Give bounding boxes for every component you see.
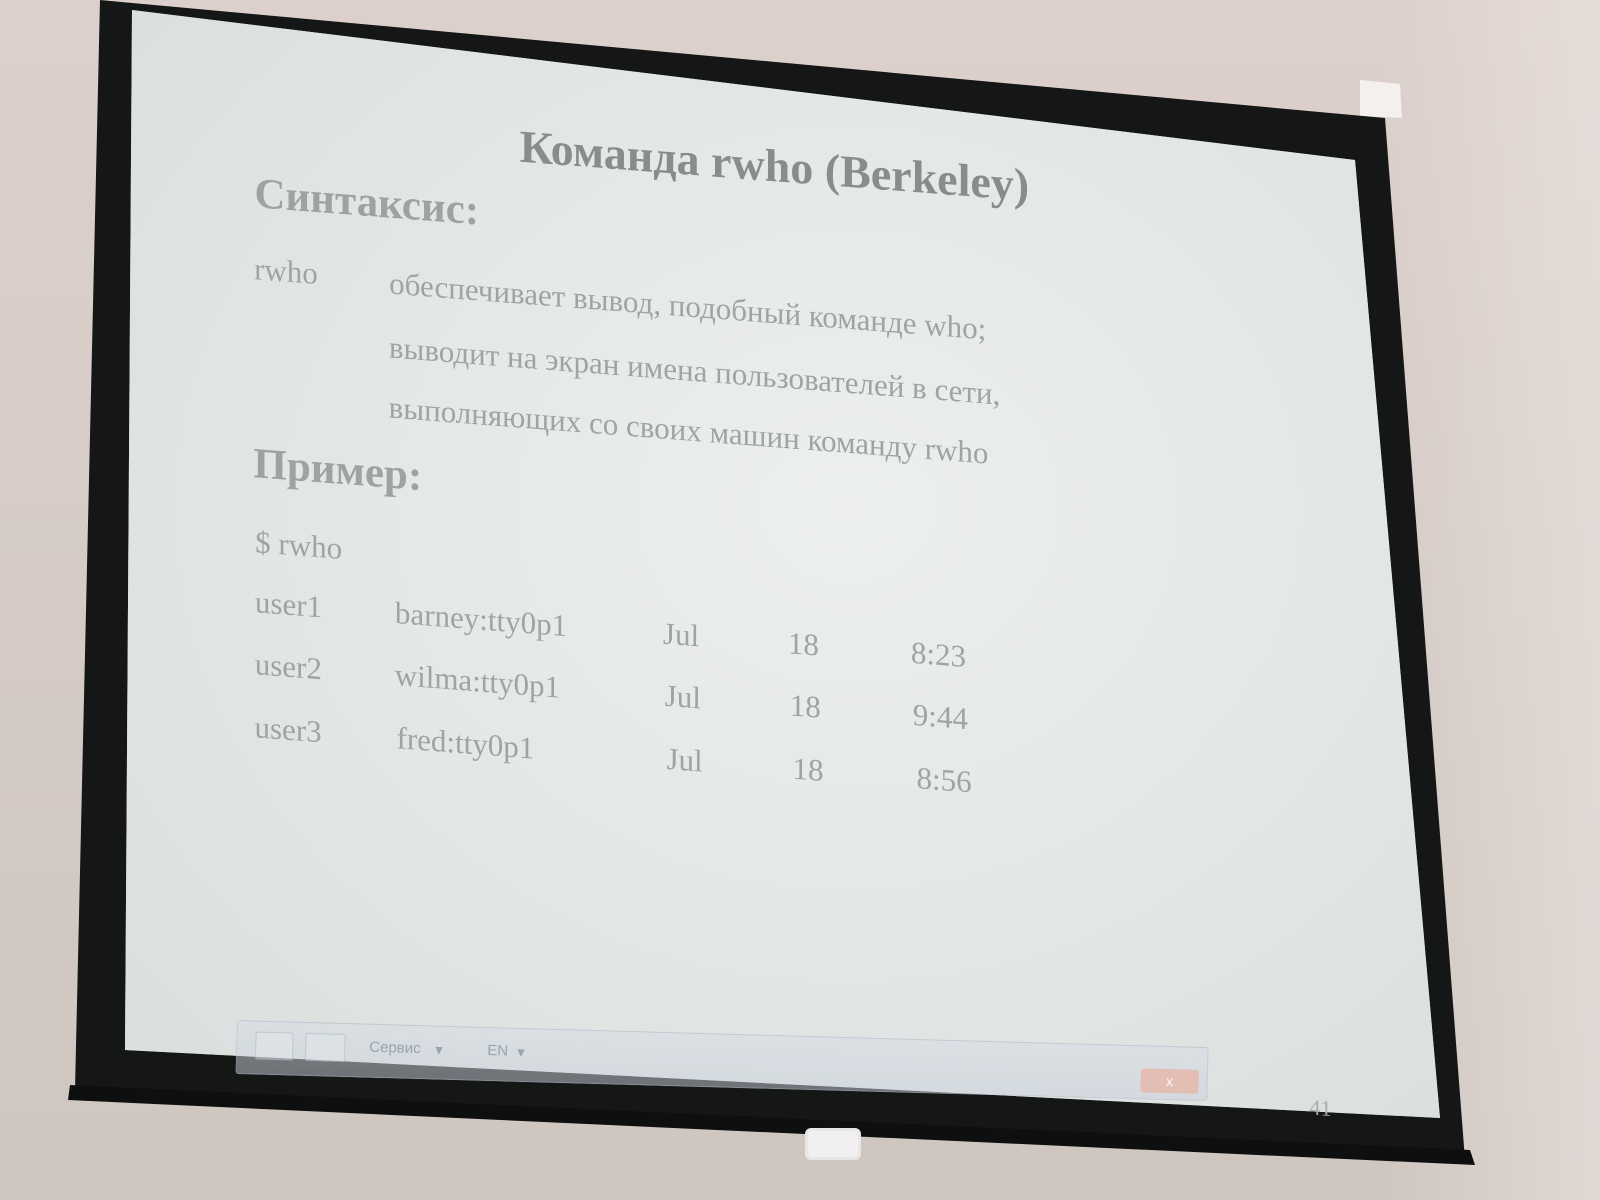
time-cell: 9:44 [912,696,968,737]
syntax-heading: Синтаксис: [254,170,480,235]
page-number: 41 [1309,1094,1332,1122]
user-cell: user1 [254,584,323,625]
user-cell: user2 [254,646,322,687]
screen-glow [125,10,1440,1118]
roller-case [1360,80,1402,118]
chevron-down-icon: ▾ [435,1041,444,1059]
description-line: обеспечивает вывод, подобный команде who… [389,265,987,347]
host-cell: barney:tty0p1 [394,595,568,644]
day-cell: 18 [792,750,824,788]
bottom-bar [68,1085,1475,1165]
day-cell: 18 [787,625,820,663]
pen-tool-button[interactable] [254,1031,294,1061]
day-cell: 18 [789,687,821,725]
shell-prompt: $ rwho [255,524,343,566]
slide: Команда rwho (Berkeley) Синтаксис: rwho … [131,10,1445,1190]
pull-handle [805,1128,861,1160]
command-name: rwho [254,251,318,292]
close-button[interactable]: x [1140,1068,1199,1094]
chevron-down-icon: ▾ [516,1043,525,1062]
month-cell: Jul [664,677,701,716]
example-heading: Пример: [253,440,423,501]
slide-title: Команда rwho (Berkeley) [519,120,1030,211]
time-cell: 8:56 [916,760,972,800]
user-cell: user3 [254,709,322,750]
time-cell: 8:23 [910,634,967,674]
language-selector[interactable]: EN [487,1042,509,1060]
service-menu[interactable]: Сервис [369,1038,421,1058]
host-cell: wilma:tty0p1 [394,656,561,705]
month-cell: Jul [666,740,703,779]
screen-button[interactable] [304,1032,346,1063]
host-cell: fred:tty0p1 [396,720,535,766]
month-cell: Jul [662,615,700,654]
